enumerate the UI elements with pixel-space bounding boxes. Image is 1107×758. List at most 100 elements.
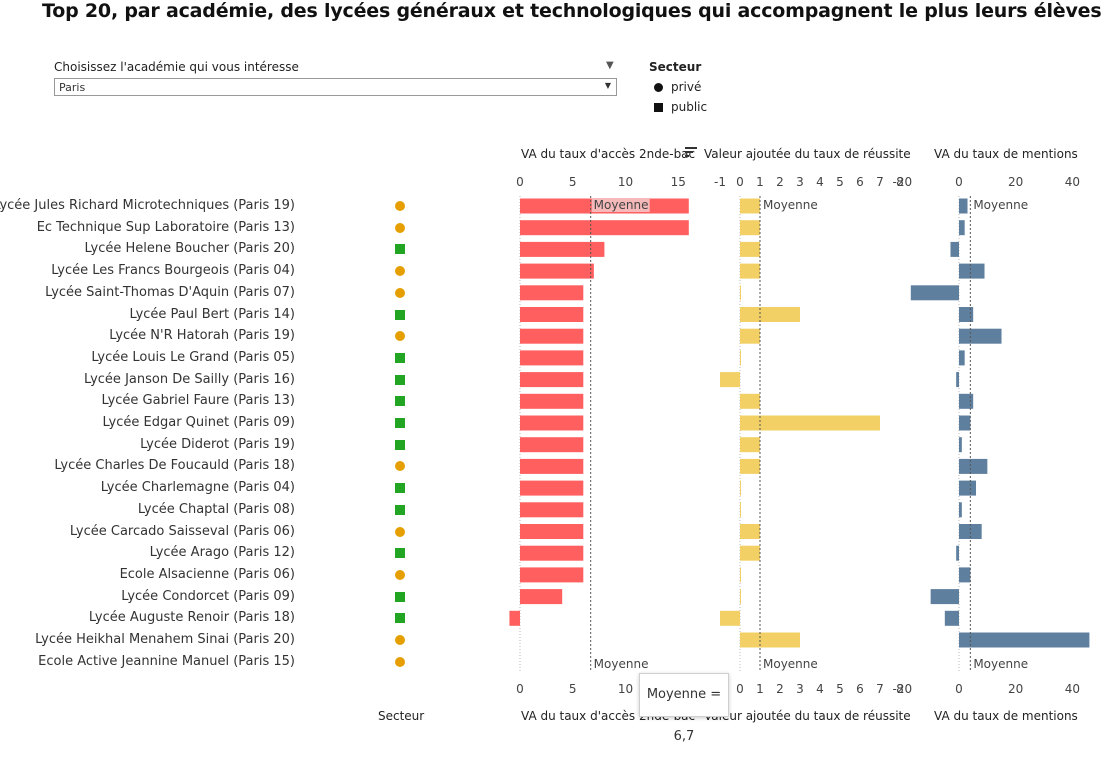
bar-acces[interactable] [520,524,584,539]
bar-mentions[interactable] [959,198,968,214]
bar-acces[interactable] [520,458,584,474]
bar-acces[interactable] [520,589,563,605]
legend-item-prive[interactable]: privé [654,80,701,94]
bar-reussite[interactable] [740,480,741,496]
bar-mentions[interactable] [959,415,971,431]
secteur-public-marker[interactable] [395,548,405,559]
secteur-prive-marker[interactable] [395,266,405,277]
header-va-mentions[interactable]: VA du taux de mentions [934,147,1078,161]
average-label-top: Moyenne [594,198,649,212]
bar-reussite[interactable] [740,545,760,561]
bar-mentions[interactable] [959,458,988,474]
bar-reussite[interactable] [740,632,800,648]
bar-acces[interactable] [520,480,584,496]
bar-acces[interactable] [520,372,584,388]
header-va-acces[interactable]: VA du taux d'accès 2nde-bac [521,147,696,161]
bar-acces[interactable] [520,567,584,583]
bar-mentions[interactable] [930,589,959,605]
bar-reussite[interactable] [740,437,760,453]
tick-label-top: 8 [896,175,904,189]
bar-mentions[interactable] [910,285,959,301]
bar-reussite[interactable] [740,328,760,344]
lycee-label: Ecole Active Jeannine Manuel (Paris 15) [38,653,295,669]
bar-reussite[interactable] [740,241,760,257]
bar-mentions[interactable] [959,393,974,409]
secteur-public-marker[interactable] [395,352,405,363]
secteur-public-marker[interactable] [395,483,405,494]
tick-label-bottom: 10 [618,682,633,696]
secteur-public-marker[interactable] [395,613,405,624]
bar-reussite[interactable] [740,307,800,322]
lycee-label: Lycée Arago (Paris 12) [149,545,295,561]
legend-item-public[interactable]: public [654,100,707,114]
bar-acces[interactable] [520,545,584,561]
secteur-public-marker[interactable] [395,418,405,428]
secteur-public-marker[interactable] [395,504,405,515]
secteur-public-marker[interactable] [395,309,405,320]
secteur-prive-marker[interactable] [395,461,405,472]
bar-acces[interactable] [520,263,594,279]
bar-acces[interactable] [520,350,584,366]
chevron-down-icon: ▼ [604,81,611,90]
bar-acces[interactable] [520,307,584,322]
secteur-prive-marker[interactable] [395,287,405,298]
bar-acces[interactable] [520,393,584,409]
bar-acces[interactable] [520,328,584,344]
bar-reussite[interactable] [740,393,760,409]
bar-reussite[interactable] [740,220,760,236]
secteur-public-marker[interactable] [395,439,405,450]
bar-acces[interactable] [520,415,584,431]
bar-reussite[interactable] [720,610,740,626]
bar-reussite[interactable] [740,567,741,583]
bar-mentions[interactable] [959,328,1002,344]
bar-acces[interactable] [520,285,584,301]
academie-dropdown[interactable]: Paris ▼ [54,78,617,96]
bar-mentions[interactable] [959,567,971,583]
secteur-prive-marker[interactable] [395,656,405,667]
bar-reussite[interactable] [740,263,760,279]
bar-mentions[interactable] [959,220,965,236]
bar-reussite[interactable] [740,524,760,539]
bar-reussite[interactable] [740,415,880,431]
sort-icon[interactable] [685,147,697,159]
secteur-public-marker[interactable] [395,244,405,255]
bar-reussite[interactable] [720,372,740,388]
bar-reussite[interactable] [740,458,760,474]
bar-mentions[interactable] [956,372,959,388]
bar-mentions[interactable] [959,350,965,366]
bar-mentions[interactable] [959,480,977,496]
bar-reussite[interactable] [740,589,741,605]
bar-reussite[interactable] [740,198,760,214]
bar-reussite[interactable] [740,502,741,518]
filter-menu-icon[interactable]: ▼ [606,60,614,71]
bar-acces[interactable] [520,241,605,257]
bar-mentions[interactable] [959,502,962,518]
bar-mentions[interactable] [959,437,962,453]
bar-mentions[interactable] [959,632,1090,648]
tick-label-bottom: 5 [569,682,577,696]
bar-mentions[interactable] [959,524,982,539]
secteur-prive-marker[interactable] [395,635,405,645]
bar-reussite[interactable] [740,285,741,301]
bar-mentions[interactable] [950,241,959,257]
bar-mentions[interactable] [944,610,959,626]
bar-acces[interactable] [520,220,689,236]
secteur-public-marker[interactable] [395,374,405,385]
bar-mentions[interactable] [959,263,985,279]
bar-acces[interactable] [520,502,584,518]
bar-reussite[interactable] [740,350,741,366]
bar-acces[interactable] [509,610,520,626]
secteur-prive-marker[interactable] [395,201,405,211]
secteur-public-marker[interactable] [395,591,405,602]
bar-mentions[interactable] [956,545,959,561]
secteur-prive-marker[interactable] [395,526,405,537]
tick-label-bottom: 0 [736,682,744,696]
bar-acces[interactable] [520,437,584,453]
secteur-prive-marker[interactable] [395,331,405,342]
secteur-prive-marker[interactable] [395,222,405,233]
secteur-public-marker[interactable] [395,396,405,407]
page-title: Top 20, par académie, des lycées générau… [42,0,1102,22]
bar-mentions[interactable] [959,307,974,322]
secteur-prive-marker[interactable] [395,569,405,580]
header-va-reussite[interactable]: Valeur ajoutée du taux de réussite [704,147,911,161]
